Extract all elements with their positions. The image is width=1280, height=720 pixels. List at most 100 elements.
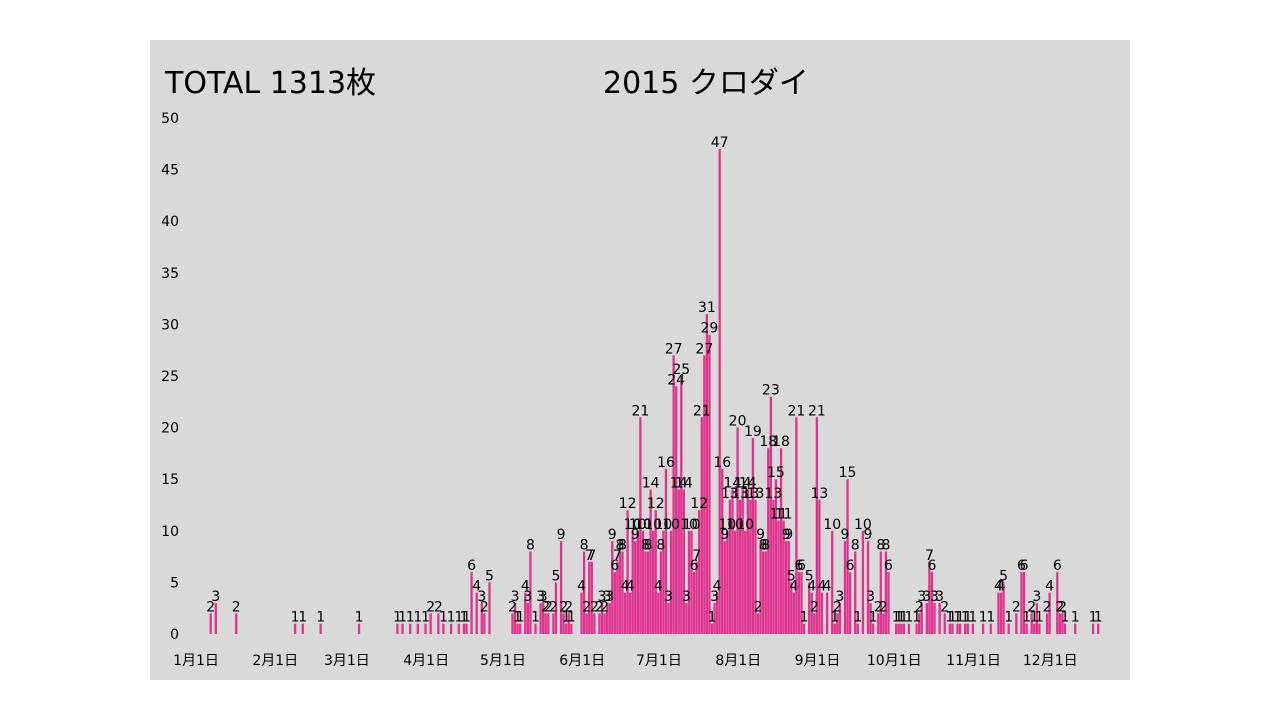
data-label: 14 [642,476,660,492]
bar [820,592,824,634]
bar [825,592,829,634]
data-label: 3 [477,589,486,605]
data-label: 3 [605,589,614,605]
bar [808,582,811,634]
data-label: 2 [754,599,763,615]
bar [871,623,875,634]
data-label: 4 [818,579,827,595]
data-label: 2 [559,599,568,615]
bar [1097,623,1100,634]
data-label: 1 [897,610,906,626]
y-tick-label: 0 [170,627,179,643]
data-label: 2 [541,599,550,615]
bar [785,541,788,634]
bar [1030,613,1033,634]
bar [767,448,770,634]
x-tick-label: 7月1日 [636,653,682,669]
x-tick-label: 9月1日 [795,653,841,669]
data-label: 4 [994,579,1003,595]
bar [1058,613,1061,634]
bar [513,603,517,634]
data-label: 1 [1022,610,1031,626]
data-label: 1 [531,610,540,626]
data-label: 2 [940,599,949,615]
bar [618,551,622,634]
data-label: 4 [521,579,530,595]
bar [409,623,412,634]
bar [641,530,645,634]
bar [593,613,596,634]
bar [1033,623,1036,634]
bar [843,541,847,634]
bar [854,551,857,634]
bar [1038,623,1041,634]
data-label: 25 [672,362,690,378]
bar [570,623,573,634]
bar [938,603,941,634]
data-label: 1 [513,610,522,626]
data-label: 8 [881,537,890,553]
data-label: 1 [1071,610,1080,626]
bar [483,613,486,634]
bar [616,561,619,634]
data-label: 4 [1045,579,1054,595]
bar [918,613,921,634]
bar [465,623,468,634]
bar [915,623,918,634]
data-label: 27 [665,341,683,357]
bar [933,603,936,634]
data-label: 6 [846,558,855,574]
bar [462,623,466,634]
data-label: 1 [968,610,977,626]
bar [1015,613,1018,634]
data-label: 10 [644,517,662,533]
bar [657,592,660,634]
data-label: 5 [787,568,796,584]
bar [848,572,852,634]
bar [301,623,304,634]
bar [669,530,673,634]
bar [631,530,634,634]
bar [964,623,967,634]
bar [235,613,238,634]
bar [795,417,798,634]
data-label: 12 [647,496,665,512]
bar [879,551,882,634]
bar [534,623,537,634]
data-label: 10 [680,517,698,533]
bar [928,561,931,634]
data-label: 9 [756,527,765,543]
data-label: 13 [741,486,759,502]
data-label: 4 [621,579,630,595]
y-tick-label: 25 [161,369,179,385]
bar [209,613,212,634]
bar [846,479,849,634]
bar [585,613,588,634]
data-label: 4 [713,579,722,595]
data-label: 3 [930,589,939,605]
data-label: 18 [772,434,790,450]
bar [810,592,813,634]
bar [721,468,724,634]
data-label: 1 [1035,610,1044,626]
data-label: 19 [744,424,762,440]
data-label: 2 [810,599,819,615]
data-label: 8 [526,537,535,553]
bar [664,468,668,634]
bar [966,623,969,634]
data-label: 8 [761,537,770,553]
bar [611,541,614,634]
data-label: 1 [447,610,456,626]
x-tick-label: 10月1日 [867,653,922,669]
bar [639,417,642,634]
data-label: 1 [956,610,965,626]
bar [1007,623,1010,634]
bar [214,603,217,634]
bar [634,541,637,634]
bar [429,613,432,634]
data-label: 3 [603,589,612,605]
bar [700,417,703,634]
bar [357,623,361,634]
bar [1061,613,1064,634]
x-tick-label: 8月1日 [715,653,761,669]
